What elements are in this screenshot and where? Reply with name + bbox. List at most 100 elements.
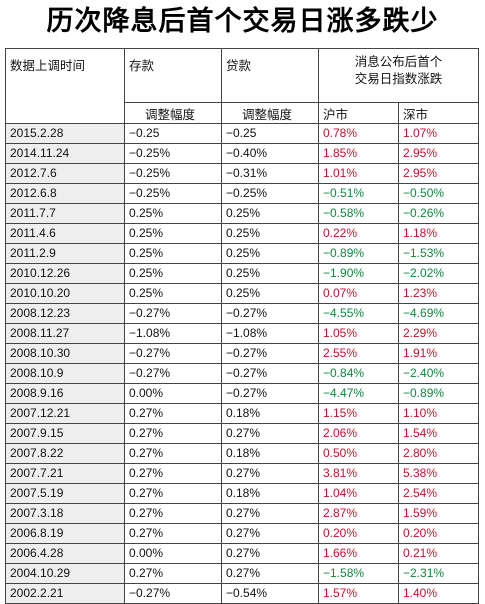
loan-cell: 0.27% bbox=[221, 503, 319, 524]
deposit-cell: −0.27% bbox=[124, 343, 222, 364]
sz-change-cell: 1.91% bbox=[397, 343, 480, 364]
loan-cell: 0.25% bbox=[221, 223, 319, 244]
deposit-cell: 0.25% bbox=[124, 283, 222, 304]
date-cell: 2010.10.20 bbox=[5, 283, 125, 304]
date-cell: 2006.8.19 bbox=[5, 523, 125, 544]
sh-change-cell: 1.04% bbox=[318, 483, 399, 504]
sz-change-cell: 1.40% bbox=[397, 583, 480, 604]
sh-change-cell: 0.78% bbox=[318, 123, 399, 144]
table-row: 2015.2.28 −0.25 −0.25 0.78% 1.07% bbox=[5, 123, 480, 144]
table-row: 2012.6.8 −0.25% −0.25% −0.51% −0.50% bbox=[5, 183, 480, 204]
sz-change-cell: 2.95% bbox=[397, 143, 480, 164]
sh-change-cell: −0.84% bbox=[318, 363, 399, 384]
sh-change-cell: 2.87% bbox=[318, 503, 399, 524]
table-row: 2007.7.21 0.27% 0.27% 3.81% 5.38% bbox=[5, 463, 480, 484]
deposit-cell: 0.25% bbox=[124, 223, 222, 244]
loan-cell: 0.25% bbox=[221, 283, 319, 304]
table-row: 2007.8.22 0.27% 0.18% 0.50% 2.80% bbox=[5, 443, 480, 464]
loan-cell: 0.27% bbox=[221, 563, 319, 584]
sz-change-cell: 0.21% bbox=[397, 543, 480, 564]
sz-change-cell: −4.69% bbox=[397, 303, 480, 324]
table-row: 2006.4.28 0.00% 0.27% 1.66% 0.21% bbox=[5, 543, 480, 564]
deposit-cell: 0.25% bbox=[124, 263, 222, 284]
sh-change-cell: 2.06% bbox=[318, 423, 399, 444]
loan-cell: 0.18% bbox=[221, 443, 319, 464]
sh-change-cell: −0.89% bbox=[318, 243, 399, 264]
sh-change-cell: −4.47% bbox=[318, 383, 399, 404]
table-row: 2011.7.7 0.25% 0.25% −0.58% −0.26% bbox=[5, 203, 480, 224]
loan-cell: 0.25% bbox=[221, 263, 319, 284]
table-row: 2008.10.9 −0.27% −0.27% −0.84% −2.40% bbox=[5, 363, 480, 384]
sh-change-cell: 1.01% bbox=[318, 163, 399, 184]
sh-change-cell: −1.58% bbox=[318, 563, 399, 584]
deposit-cell: −0.25% bbox=[124, 183, 222, 204]
table-row: 2006.8.19 0.27% 0.27% 0.20% 0.20% bbox=[5, 523, 480, 544]
loan-cell: −0.27% bbox=[221, 303, 319, 324]
sh-change-cell: 0.50% bbox=[318, 443, 399, 464]
deposit-cell: 0.27% bbox=[124, 403, 222, 424]
sz-change-cell: −0.50% bbox=[397, 183, 480, 204]
deposit-cell: −1.08% bbox=[124, 323, 222, 344]
rate-cut-table: 数据上调时间 存款 贷款 消息公布后首个 交易日指数涨跌 调整幅度 调整幅度 沪… bbox=[5, 48, 480, 604]
sz-change-cell: 2.80% bbox=[397, 443, 480, 464]
header-adjust-loan: 调整幅度 bbox=[221, 102, 319, 124]
date-cell: 2011.4.6 bbox=[5, 223, 125, 244]
header-deposit: 存款 bbox=[124, 48, 222, 103]
table-row: 2008.9.16 0.00% −0.27% −4.47% −0.89% bbox=[5, 383, 480, 404]
deposit-cell: −0.25% bbox=[124, 163, 222, 184]
loan-cell: −0.27% bbox=[221, 383, 319, 404]
deposit-cell: 0.27% bbox=[124, 463, 222, 484]
date-cell: 2012.7.6 bbox=[5, 163, 125, 184]
sz-change-cell: 1.23% bbox=[397, 283, 480, 304]
date-cell: 2007.9.15 bbox=[5, 423, 125, 444]
loan-cell: −0.25 bbox=[221, 123, 319, 144]
sz-change-cell: 2.54% bbox=[397, 483, 480, 504]
table-row: 2002.2.21 −0.27% −0.54% 1.57% 1.40% bbox=[5, 583, 480, 604]
header-date: 数据上调时间 bbox=[5, 48, 125, 124]
header-sz: 深市 bbox=[397, 102, 480, 124]
header-index-line1: 消息公布后首个 bbox=[354, 54, 443, 69]
sz-change-cell: −2.40% bbox=[397, 363, 480, 384]
loan-cell: 0.27% bbox=[221, 423, 319, 444]
loan-cell: −1.08% bbox=[221, 323, 319, 344]
loan-cell: −0.25% bbox=[221, 183, 319, 204]
deposit-cell: 0.25% bbox=[124, 203, 222, 224]
sh-change-cell: 1.66% bbox=[318, 543, 399, 564]
sh-change-cell: 1.05% bbox=[318, 323, 399, 344]
sh-change-cell: 1.57% bbox=[318, 583, 399, 604]
sz-change-cell: 2.29% bbox=[397, 323, 480, 344]
sz-change-cell: 1.07% bbox=[397, 123, 480, 144]
deposit-cell: −0.25 bbox=[124, 123, 222, 144]
deposit-cell: 0.27% bbox=[124, 503, 222, 524]
table-row: 2011.4.6 0.25% 0.25% 0.22% 1.18% bbox=[5, 223, 480, 244]
date-cell: 2004.10.29 bbox=[5, 563, 125, 584]
table-row: 2008.11.27 −1.08% −1.08% 1.05% 2.29% bbox=[5, 323, 480, 344]
date-cell: 2007.5.19 bbox=[5, 483, 125, 504]
date-cell: 2008.10.30 bbox=[5, 343, 125, 364]
date-cell: 2007.3.18 bbox=[5, 503, 125, 524]
deposit-cell: 0.27% bbox=[124, 423, 222, 444]
sz-change-cell: 1.10% bbox=[397, 403, 480, 424]
table-row: 2008.10.30 −0.27% −0.27% 2.55% 1.91% bbox=[5, 343, 480, 364]
loan-cell: 0.25% bbox=[221, 243, 319, 264]
date-cell: 2008.10.9 bbox=[5, 363, 125, 384]
date-cell: 2011.2.9 bbox=[5, 243, 125, 264]
date-cell: 2010.12.26 bbox=[5, 263, 125, 284]
sh-change-cell: 1.85% bbox=[318, 143, 399, 164]
date-cell: 2006.4.28 bbox=[5, 543, 125, 564]
loan-cell: 0.27% bbox=[221, 463, 319, 484]
table-row: 2007.5.19 0.27% 0.18% 1.04% 2.54% bbox=[5, 483, 480, 504]
table-body: 2015.2.28 −0.25 −0.25 0.78% 1.07% 2014.11.24−… bbox=[5, 123, 480, 604]
sh-change-cell: 0.22% bbox=[318, 223, 399, 244]
header-index-line2: 交易日指数涨跌 bbox=[354, 71, 443, 86]
sh-change-cell: −4.55% bbox=[318, 303, 399, 324]
date-cell: 2007.7.21 bbox=[5, 463, 125, 484]
loan-cell: −0.27% bbox=[221, 343, 319, 364]
loan-cell: 0.25% bbox=[221, 203, 319, 224]
table-row: 2012.7.6 −0.25% −0.31% 1.01% 2.95% bbox=[5, 163, 480, 184]
page-title: 历次降息后首个交易日涨多跌少 bbox=[46, 6, 439, 37]
loan-cell: 0.18% bbox=[221, 483, 319, 504]
sz-change-cell: −0.26% bbox=[397, 203, 480, 224]
table-row: 2010.10.20 0.25% 0.25% 0.07% 1.23% bbox=[5, 283, 480, 304]
loan-cell: −0.31% bbox=[221, 163, 319, 184]
